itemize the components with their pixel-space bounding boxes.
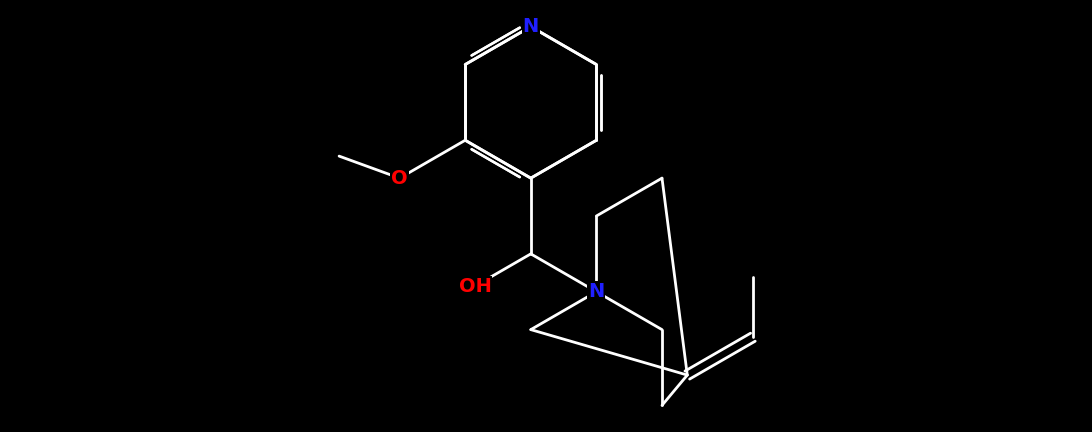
Text: OH: OH xyxy=(459,276,491,295)
Text: O: O xyxy=(391,168,408,187)
Text: N: N xyxy=(523,17,539,36)
Text: N: N xyxy=(589,282,605,301)
